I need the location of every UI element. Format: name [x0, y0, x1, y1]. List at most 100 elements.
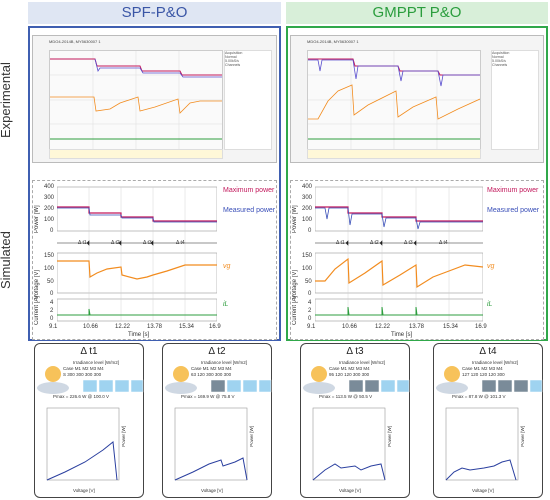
voltage-axis-label: Voltage [V] [34, 269, 40, 299]
module-header: M1 [473, 366, 481, 371]
current-tick: 2 [308, 308, 312, 314]
weather-and-panels [303, 366, 410, 394]
current-axis-label: Current [A] [34, 295, 40, 325]
power-tick: 300 [44, 195, 55, 201]
sun-icon [173, 366, 189, 382]
simulated-plot-left: Power [W] Voltage [V] Current [A] 400 30… [32, 180, 277, 340]
module-header: M1 [74, 366, 82, 371]
module-header: M4 [363, 366, 370, 371]
delta-t4-label: Δ t4 [439, 240, 448, 246]
delta-t2-label: Δ t2 [370, 240, 379, 246]
case-header: Case [63, 366, 74, 371]
irradiance-value: 300 [352, 372, 361, 377]
cloud-icon [165, 382, 197, 394]
current-tick: 0 [50, 316, 54, 322]
case-header-row: Case M1 M2 M3 M4 [63, 366, 143, 371]
solar-panels-icon [348, 379, 410, 393]
power-tick: 0 [50, 228, 54, 234]
case-header-row: Case M1 M2 M3 M4 [329, 366, 409, 371]
time-tick: 10.66 [342, 324, 358, 330]
voltage-tick: 100 [302, 266, 313, 272]
module-header: M2 [82, 366, 89, 371]
voltage-tick: 0 [50, 291, 54, 297]
time-tick: 10.66 [83, 324, 99, 330]
time-tick: 9.1 [307, 324, 316, 330]
sun-icon [311, 366, 327, 382]
module-header: M2 [348, 366, 355, 371]
oscilloscope-left: MDO4-2014B, MY5630007 1 Acquisition Norm… [32, 35, 277, 163]
power-tick: 100 [302, 217, 313, 223]
scope-channel-bar [307, 149, 481, 159]
irradiance-value: 300 [67, 372, 75, 377]
current-tick: 4 [308, 300, 312, 306]
pv-curve-1 [46, 407, 120, 481]
power-tick: 100 [44, 217, 55, 223]
pv-ylabel: Power [W] [387, 426, 392, 447]
time-tick: 13.78 [147, 324, 163, 330]
channels-label: Channels [492, 63, 508, 67]
module-header: M3 [89, 366, 97, 371]
irradiance-value-row: 127 120 120 120 300 [462, 372, 542, 377]
irradiance-label: Irradiance level [W/m2] [472, 360, 519, 365]
pv-xlabel: Voltage [V] [472, 488, 494, 493]
weather-and-panels [436, 366, 543, 394]
simulated-plot-right: Power [W] Voltage [V] Current [A] 400 30… [290, 180, 544, 340]
irradiance-label: Irradiance level [W/m2] [339, 360, 386, 365]
irradiance-value-row: 95 120 120 300 300 [329, 372, 409, 377]
scope-waveforms-right [308, 51, 481, 149]
voltage-axis-label: Voltage [V] [292, 269, 298, 299]
card-title: Δ t3 [346, 346, 364, 357]
pmax-label: Pmax = 169.9 W @ 75.8 V [181, 394, 235, 399]
power-tick: 400 [302, 184, 313, 190]
simulated-waveforms-left [57, 186, 217, 322]
irradiance-value-row: S 300 300 300 300 [63, 372, 143, 377]
power-tick: 300 [302, 195, 313, 201]
irradiance-value: 300 [497, 372, 505, 377]
legend-measured-power: Measured power [223, 207, 276, 214]
delta-t3-label: Δ t3 [143, 240, 152, 246]
pv-ylabel: Power [W] [121, 426, 126, 447]
case-header-row: Case M1 M2 M3 M4 [462, 366, 542, 371]
spf-po-header: SPF-P&O [28, 2, 281, 24]
power-axis-label: Power [W] [34, 205, 40, 233]
case-header: Case [329, 366, 340, 371]
sample-rate: 5.00kS/s [225, 59, 239, 63]
power-tick: 200 [44, 206, 55, 212]
time-tick: 16.9 [475, 324, 487, 330]
condition-card-4: Δ t4 Irradiance level [W/m2] Case M1 M2 … [433, 343, 543, 498]
sample-rate: 5.00kS/s [492, 59, 506, 63]
irradiance-label: Irradiance level [W/m2] [73, 360, 120, 365]
il-label: iL [223, 301, 229, 308]
condition-card-3: Δ t3 Irradiance level [W/m2] Case M1 M2 … [300, 343, 410, 498]
pv-curve-2 [174, 407, 248, 481]
cloud-icon [436, 382, 468, 394]
delta-t3-label: Δ t3 [404, 240, 413, 246]
case-header-row: Case M1 M2 M3 M4 [191, 366, 271, 371]
scope-settings-panel: Acquisition Normal 5.00kS/s Channels [491, 50, 539, 150]
scope-model-label: MDO4-2014B, MY5630007 1 [307, 39, 359, 44]
acquisition-mode: Normal [225, 55, 237, 59]
gmppt-po-header: GMPPT P&O [286, 2, 548, 24]
voltage-tick: 0 [308, 291, 312, 297]
case-value: S [63, 372, 67, 377]
case-value: 63 [191, 372, 197, 377]
irradiance-value: 300 [93, 372, 102, 377]
scope-waveforms-left [50, 51, 222, 149]
time-tick: 12.22 [115, 324, 131, 330]
time-tick: 15.34 [443, 324, 459, 330]
card-title: Δ t2 [208, 346, 226, 357]
module-header: M4 [496, 366, 503, 371]
power-axis-label: Power [W] [292, 205, 298, 233]
module-header: M1 [340, 366, 348, 371]
delta-t1-label: Δ t1 [78, 240, 87, 246]
delta-t1-label: Δ t1 [336, 240, 345, 246]
acquisition-label: Acquisition [492, 51, 510, 55]
pmax-label: Pmax = 87.8 W @ 101.3 V [452, 394, 506, 399]
acquisition-label: Acquisition [225, 51, 243, 55]
scope-channel-bar [49, 149, 223, 159]
irradiance-value: 120 [479, 372, 488, 377]
pv-curve-4 [445, 407, 519, 481]
power-tick: 200 [302, 206, 313, 212]
acquisition-mode: Normal [492, 55, 504, 59]
irradiance-value: 120 [344, 372, 352, 377]
